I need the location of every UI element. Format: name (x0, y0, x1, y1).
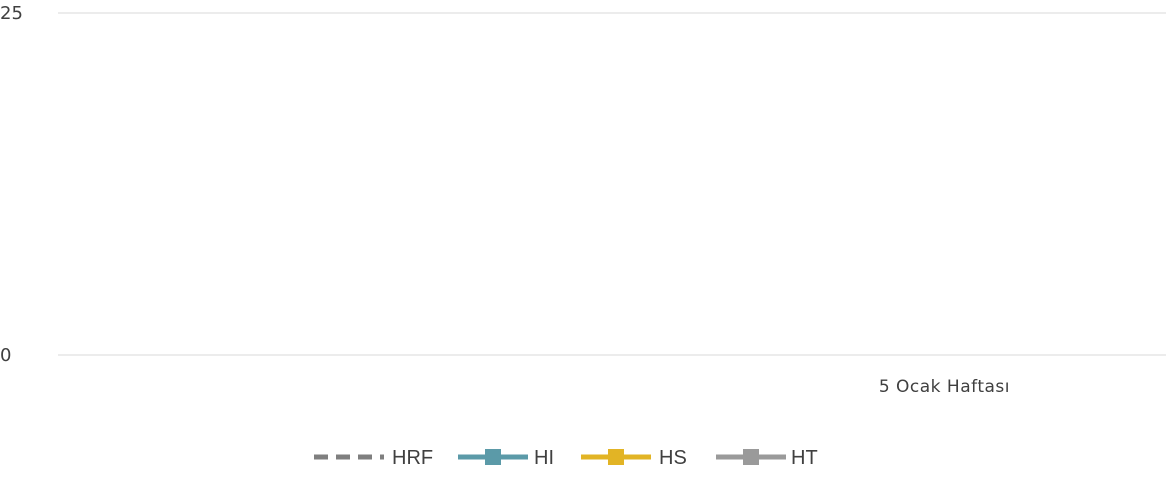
legend-label: HT (791, 447, 818, 469)
legend-swatch-marker (608, 449, 624, 465)
y-axis-ticks: 0 25 (0, 3, 23, 366)
legend-item-hrf: HRF (314, 447, 433, 469)
legend-item-hs: HS (581, 447, 687, 469)
x-category-label: 5 Ocak Haftası (879, 377, 1010, 397)
x-axis-categories: 5 Ocak Haftası (879, 377, 1010, 397)
legend-swatch-marker (743, 449, 759, 465)
y-tick-label: 0 (0, 345, 11, 366)
legend-label: HS (659, 447, 687, 469)
legend: HRF HI HS HT (314, 447, 818, 469)
legend-label: HRF (392, 447, 433, 469)
legend-item-hi: HI (458, 447, 554, 469)
legend-swatch-marker (485, 449, 501, 465)
gridlines (58, 12, 1166, 356)
y-tick-label: 25 (0, 3, 23, 24)
legend-label: HI (534, 447, 554, 469)
legend-item-ht: HT (716, 447, 818, 469)
